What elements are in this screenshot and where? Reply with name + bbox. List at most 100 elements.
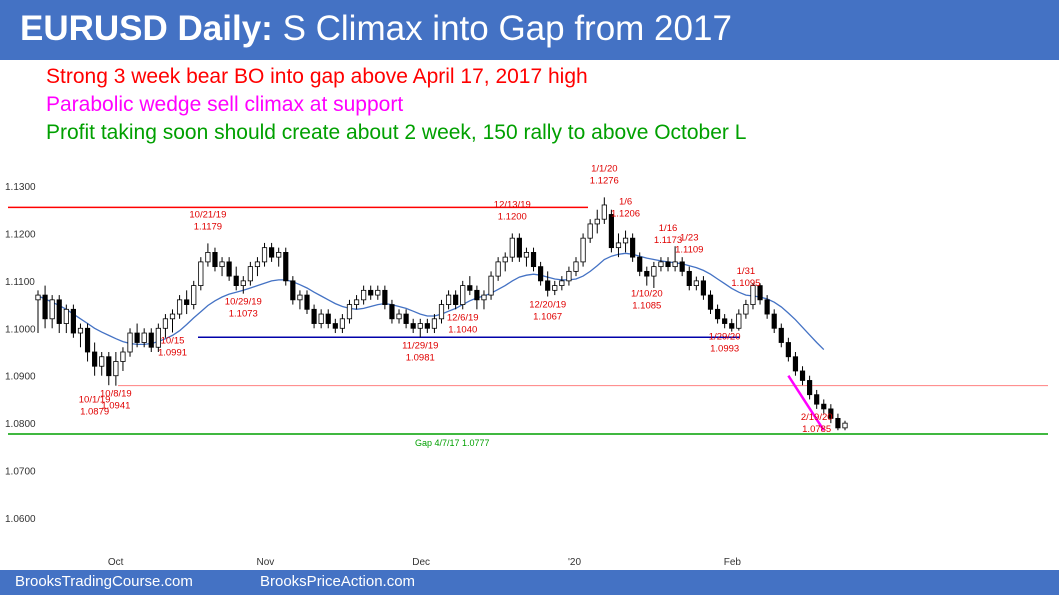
price-annotation: 1.1109 bbox=[675, 245, 703, 256]
candle-body bbox=[474, 289, 480, 301]
candle-body bbox=[799, 370, 806, 381]
price-annotation: 1.1200 bbox=[498, 211, 527, 222]
candle-body bbox=[438, 304, 445, 320]
candle-body bbox=[120, 351, 126, 362]
candle-body bbox=[580, 237, 586, 263]
price-annotation: 1.1095 bbox=[731, 278, 760, 289]
candle-body bbox=[453, 294, 459, 305]
price-annotation: 1/29/20 bbox=[709, 331, 741, 342]
candle-body bbox=[311, 308, 317, 324]
candle-body bbox=[261, 247, 268, 263]
candle-body bbox=[637, 256, 643, 272]
x-tick-label: Oct bbox=[108, 557, 124, 568]
candle-body bbox=[276, 252, 282, 258]
price-annotation: 10/15 bbox=[161, 336, 185, 347]
candle-body bbox=[785, 342, 791, 358]
y-tick-label: 1.1300 bbox=[5, 182, 36, 193]
candle-body bbox=[714, 308, 721, 320]
price-annotation: 1.1073 bbox=[229, 309, 258, 320]
candle-body bbox=[615, 242, 622, 249]
candle-body bbox=[141, 332, 147, 343]
note-sell-climax: Parabolic wedge sell climax at support bbox=[46, 93, 404, 116]
candle-body bbox=[205, 252, 211, 263]
price-annotation: 1/1/20 bbox=[591, 163, 617, 174]
candle-body bbox=[375, 289, 381, 296]
candle-body bbox=[502, 256, 508, 263]
candle-body bbox=[495, 261, 501, 277]
gap-label: Gap 4/7/17 1.0777 bbox=[415, 438, 490, 448]
candle-body bbox=[778, 327, 784, 343]
y-tick-label: 1.1000 bbox=[5, 324, 36, 335]
candle-body bbox=[693, 280, 699, 286]
candle-body bbox=[127, 332, 133, 353]
candle-body bbox=[169, 313, 176, 320]
x-tick-label: Nov bbox=[257, 557, 275, 568]
candle-body bbox=[63, 308, 69, 324]
price-annotation: 1.0879 bbox=[80, 407, 109, 418]
candle-body bbox=[424, 323, 430, 329]
candle-body bbox=[814, 394, 820, 405]
price-annotation: 1/10/20 bbox=[631, 289, 663, 300]
candle-body bbox=[134, 332, 140, 343]
price-annotation: 1/31 bbox=[737, 266, 756, 277]
page-title: EURUSD Daily: S Climax into Gap from 201… bbox=[20, 9, 732, 49]
candle-body bbox=[283, 252, 289, 282]
candle-body bbox=[644, 270, 650, 277]
price-annotation: 1.0981 bbox=[406, 352, 435, 363]
footer-site-left[interactable]: BrooksTradingCourse.com bbox=[15, 573, 193, 590]
candle-body bbox=[155, 327, 161, 348]
candle-body bbox=[318, 313, 324, 324]
price-annotation: 1/16 bbox=[659, 223, 678, 234]
price-annotation: 1.0941 bbox=[101, 401, 130, 412]
candle-body bbox=[325, 313, 331, 324]
candlestick-chart: 1.1300 1.1200 1.1100 1.1000 1.0900 1.0800 1.07… bbox=[5, 163, 1048, 568]
candle-body bbox=[729, 323, 735, 329]
candle-body bbox=[530, 252, 537, 268]
price-annotation: 1.0993 bbox=[710, 343, 739, 354]
candle-body bbox=[792, 356, 799, 372]
candle-body bbox=[35, 294, 41, 301]
candle-body bbox=[573, 261, 579, 272]
price-annotation: 1.1173 bbox=[654, 235, 682, 246]
candle-body bbox=[545, 280, 551, 291]
price-annotation: 12/13/19 bbox=[494, 199, 531, 210]
price-annotation: 12/20/19 bbox=[529, 300, 566, 311]
price-annotation: 1.0991 bbox=[158, 348, 187, 359]
candle-body bbox=[842, 422, 848, 429]
candle-body bbox=[113, 361, 119, 377]
candle-body bbox=[148, 332, 154, 348]
candle-body bbox=[707, 294, 714, 310]
candle-body bbox=[226, 261, 232, 277]
candle-body bbox=[49, 299, 55, 320]
price-annotation: 11/29/19 bbox=[402, 340, 438, 351]
candle-body bbox=[601, 204, 607, 220]
candle-body bbox=[516, 237, 522, 258]
price-annotation: 1.0785 bbox=[802, 424, 831, 435]
footer-site-right[interactable]: BrooksPriceAction.com bbox=[260, 573, 416, 590]
title-text: S Climax into Gap from 2017 bbox=[282, 9, 732, 48]
candle-body bbox=[361, 289, 367, 301]
candle-body bbox=[828, 408, 834, 419]
price-annotation: 1.1067 bbox=[533, 312, 562, 323]
candle-body bbox=[212, 252, 218, 268]
y-tick-label: 1.1100 bbox=[5, 277, 35, 288]
price-annotation: 10/8/19 bbox=[100, 389, 132, 400]
candle-body bbox=[686, 270, 692, 287]
candle-body bbox=[389, 304, 395, 320]
candle-body bbox=[184, 299, 190, 305]
candle-body bbox=[70, 308, 76, 334]
candle-body bbox=[382, 289, 388, 305]
candle-body bbox=[764, 299, 770, 315]
candle-body bbox=[757, 285, 763, 301]
x-tick-label: '20 bbox=[568, 557, 581, 568]
x-tick-label: Feb bbox=[724, 557, 742, 568]
candle-body bbox=[651, 266, 657, 277]
price-annotation: 1.1276 bbox=[590, 175, 619, 186]
candle-body bbox=[665, 261, 671, 268]
candle-body bbox=[339, 318, 345, 329]
candle-body bbox=[233, 275, 239, 287]
footer-bar: BrooksTradingCourse.com BrooksPriceActio… bbox=[0, 570, 1059, 595]
candle-body bbox=[254, 261, 261, 268]
note-profit-taking: Profit taking soon should create about 2… bbox=[46, 121, 747, 144]
candle-body bbox=[56, 299, 62, 324]
